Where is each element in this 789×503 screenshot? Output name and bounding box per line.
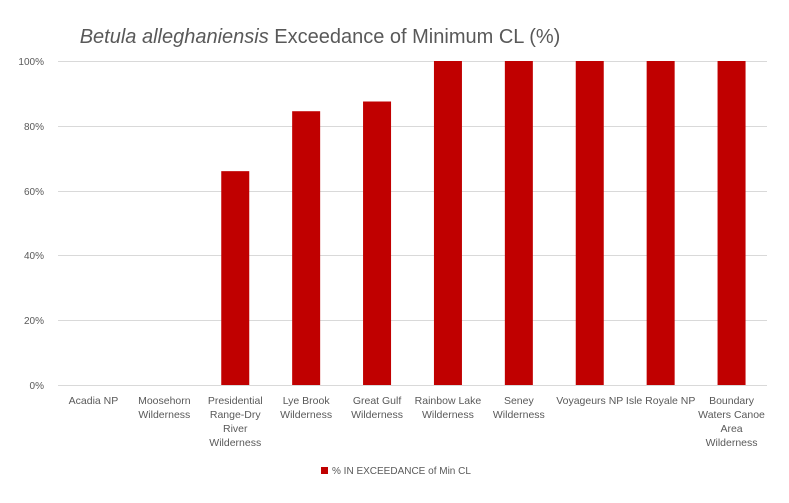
x-category-label-line: Waters Canoe xyxy=(698,409,765,421)
x-category-label-line: Wilderness xyxy=(351,409,403,421)
bar xyxy=(717,61,746,385)
x-category-label-line: Great Gulf xyxy=(353,395,402,407)
y-tick-label: 40% xyxy=(24,251,44,262)
x-category-label-line: Lye Brook xyxy=(283,395,331,407)
chart-title-rest: Exceedance of Minimum CL (%) xyxy=(269,26,561,48)
x-category-label: Presidential Range-Dry River Wilderness xyxy=(208,395,263,449)
legend-label: % IN EXCEEDANCE of Min CL xyxy=(332,466,471,477)
y-tick-label: 80% xyxy=(24,122,44,133)
bar xyxy=(433,61,462,385)
x-category-label-line: Wilderness xyxy=(280,409,332,421)
x-category-label: Boundary Waters Canoe Area Wilderness xyxy=(698,395,765,449)
x-category-label-line: Range-Dry xyxy=(210,409,262,421)
bar xyxy=(504,61,533,385)
x-category-label-line: Voyageurs NP xyxy=(556,395,623,407)
x-category-label-line: River xyxy=(223,423,248,435)
x-category-label: Seney Wilderness xyxy=(493,395,545,421)
x-category-label-line: Seney xyxy=(504,395,535,407)
x-category-label: Isle Royale NP xyxy=(626,395,695,407)
x-category-label: Lye Brook Wilderness xyxy=(280,395,332,421)
x-category-label-line: Moosehorn xyxy=(138,395,191,407)
x-category-label: Moosehorn Wilderness xyxy=(138,395,191,421)
bar xyxy=(221,171,250,385)
y-tick-label: 20% xyxy=(24,316,44,327)
x-category-label-line: Wilderness xyxy=(422,409,474,421)
x-category-label: Rainbow Lake Wilderness xyxy=(415,395,482,421)
gridlines xyxy=(58,61,767,386)
bar-series xyxy=(221,61,746,385)
x-category-label-line: Area xyxy=(720,423,742,435)
x-category-label-line: Wilderness xyxy=(706,437,758,449)
x-category-label-line: Wilderness xyxy=(138,409,190,421)
x-category-label: Voyageurs NP xyxy=(556,395,623,407)
x-category-label-line: Wilderness xyxy=(493,409,545,421)
x-category-label: Great Gulf Wilderness xyxy=(351,395,403,421)
bar xyxy=(575,61,604,385)
x-category-label-line: Acadia NP xyxy=(69,395,119,407)
y-tick-label: 0% xyxy=(30,381,45,392)
x-category-label-line: Wilderness xyxy=(209,437,261,449)
y-tick-label: 100% xyxy=(18,57,44,68)
x-axis-category-labels: Acadia NP Moosehorn WildernessPresidential… xyxy=(69,395,765,449)
y-axis-tick-labels: 0% 20% 40% 60% 80% 100% xyxy=(18,57,44,392)
bar xyxy=(292,111,321,385)
y-tick-label: 60% xyxy=(24,187,44,198)
chart-title: Betula alleghaniensis Exceedance of Mini… xyxy=(80,26,561,48)
legend: % IN EXCEEDANCE of Min CL xyxy=(321,466,471,477)
x-category-label-line: Rainbow Lake xyxy=(415,395,482,407)
x-category-label-line: Presidential xyxy=(208,395,263,407)
bar xyxy=(363,101,392,385)
bar xyxy=(646,61,675,385)
x-category-label-line: Isle Royale NP xyxy=(626,395,695,407)
chart-title-species: Betula alleghaniensis xyxy=(80,26,269,48)
legend-swatch xyxy=(321,467,328,474)
x-category-label-line: Boundary xyxy=(709,395,755,407)
x-category-label: Acadia NP xyxy=(69,395,119,407)
